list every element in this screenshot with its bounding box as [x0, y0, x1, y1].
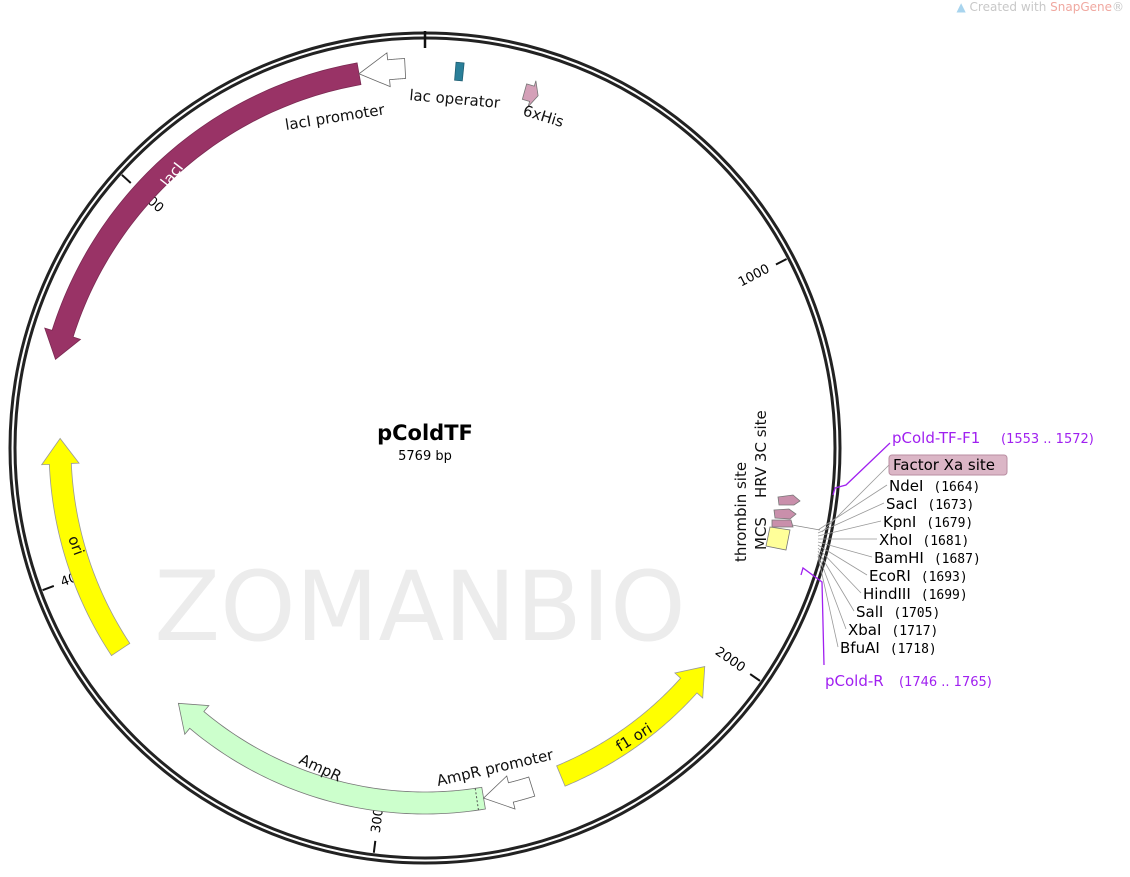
thrombin-site-feature[interactable]	[777, 494, 801, 506]
site-name: NdeI	[889, 477, 923, 495]
site-position: (1681)	[922, 534, 969, 549]
site-position: (1687)	[934, 552, 981, 567]
site-xhoi[interactable]: XhoI (1681)	[818, 531, 969, 549]
site-position: (1673)	[927, 498, 974, 513]
label-laci-promoter: lacI promoter	[284, 100, 387, 134]
tick-label: 2000	[712, 644, 748, 675]
primer-leader	[832, 442, 891, 496]
site-position: (1705)	[893, 606, 940, 621]
site-bfuai[interactable]: BfuAI (1718)	[817, 555, 937, 657]
site-leader	[817, 484, 888, 531]
site-bamhi[interactable]: BamHI (1687)	[817, 541, 981, 567]
site-name: SacI	[886, 495, 917, 513]
site-leader	[817, 502, 885, 534]
site-leader	[817, 520, 882, 537]
ori-feature[interactable]	[40, 437, 131, 657]
label-thrombin-site: thrombin site	[732, 462, 750, 562]
site-hindiii[interactable]: HindIII (1699)	[817, 547, 968, 603]
site-name: HindIII	[863, 585, 911, 603]
tick-label: 1000	[736, 262, 772, 291]
tick-mark	[749, 673, 761, 682]
site-position: (1679)	[926, 516, 973, 531]
primer-pcold-tf-f1[interactable]: pCold-TF-F1 (1553 .. 1572)	[832, 429, 1094, 496]
site-position: (1718)	[890, 642, 937, 657]
site-leader	[817, 555, 839, 648]
features	[40, 52, 706, 815]
background-watermark: ZOMANBIO	[154, 551, 685, 663]
site-ecori[interactable]: EcoRI (1693)	[817, 544, 968, 585]
factor-xa-label: Factor Xa site	[893, 456, 995, 474]
tick-mark	[775, 258, 788, 266]
label-6xhis: 6xHis	[521, 102, 566, 131]
plasmid-size: 5769 bp	[398, 449, 452, 464]
primer-name: pCold-TF-F1	[892, 429, 980, 447]
site-leader	[817, 547, 862, 594]
ticks: 10002000300040005000	[42, 174, 788, 853]
site-name: BamHI	[874, 549, 924, 567]
tick-mark	[372, 840, 377, 853]
site-position: (1693)	[921, 570, 968, 585]
site-leader	[817, 553, 847, 630]
site-position: (1717)	[891, 624, 938, 639]
primer-leader	[800, 566, 825, 666]
factor-xa-site[interactable]: Factor Xa site	[821, 454, 1008, 533]
f1-ori-feature[interactable]	[556, 666, 706, 787]
site-name: SalI	[856, 603, 883, 621]
leader-line	[791, 524, 821, 531]
label-ori: ori	[64, 533, 88, 557]
site-position: (1699)	[921, 588, 968, 603]
label-hrv-3c-site: HRV 3C site	[752, 410, 770, 498]
label-ampr-promoter: AmpR promoter	[435, 745, 556, 790]
site-kpni[interactable]: KpnI (1679)	[817, 513, 973, 537]
site-leader	[817, 544, 868, 576]
primer-range: (1746 .. 1765)	[899, 675, 992, 690]
site-sali[interactable]: SalI (1705)	[817, 550, 940, 621]
restriction-sites: NdeI (1664) SacI (1673) KpnI (1679) XhoI (1681)…	[817, 477, 981, 657]
tick-mark	[121, 174, 132, 184]
hrv-3c-site-feature[interactable]	[773, 508, 797, 520]
ampr-feature[interactable]	[177, 702, 486, 815]
snapgene-credit: ▲ Created with SnapGene®	[956, 0, 1124, 14]
site-leader	[817, 550, 855, 612]
primer-range: (1553 .. 1572)	[1001, 432, 1094, 447]
backbone-inner	[13, 36, 837, 860]
site-xbai[interactable]: XbaI (1717)	[817, 553, 938, 639]
laci-feature[interactable]	[44, 62, 362, 360]
snapgene-logo-icon: ▲	[956, 0, 966, 14]
lac-operator-feature[interactable]	[454, 61, 465, 82]
site-name: XhoI	[879, 531, 912, 549]
primer-pcold-r[interactable]: pCold-R (1746 .. 1765)	[800, 566, 992, 690]
leader-line	[821, 464, 890, 533]
site-name: XbaI	[848, 621, 881, 639]
laci-promoter-feature[interactable]	[358, 52, 407, 88]
site-saci[interactable]: SacI (1673)	[817, 495, 974, 534]
ampr-promoter-feature[interactable]	[482, 775, 536, 810]
his-site-feature[interactable]	[771, 519, 794, 528]
label-mcs: MCS	[752, 517, 770, 550]
site-name: BfuAI	[840, 639, 880, 657]
factor-xa-box	[888, 454, 1008, 476]
6xhis-feature[interactable]	[521, 80, 539, 108]
site-position: (1664)	[933, 480, 980, 495]
primer-name: pCold-R	[825, 672, 884, 690]
site-leader	[817, 541, 873, 558]
mcs-feature[interactable]	[765, 526, 791, 551]
site-ndei[interactable]: NdeI (1664)	[817, 477, 980, 531]
plasmid-name: pColdTF	[377, 421, 473, 445]
site-name: EcoRI	[869, 567, 911, 585]
label-lac-operator: lac operator	[409, 86, 502, 112]
site-name: KpnI	[883, 513, 916, 531]
tick-mark	[42, 585, 55, 592]
